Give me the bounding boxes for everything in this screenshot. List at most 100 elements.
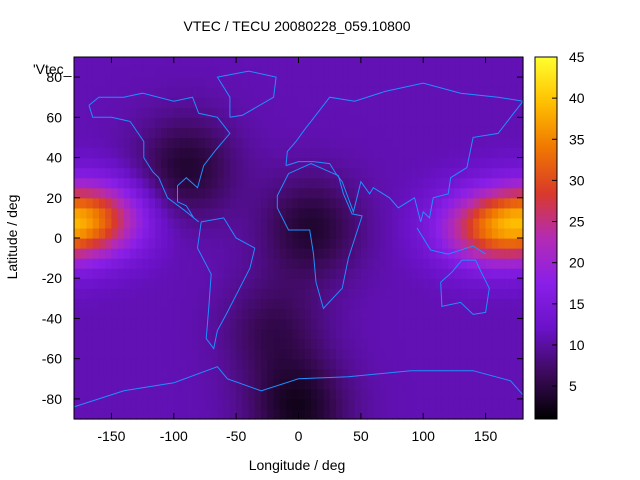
heatmap-cell <box>373 97 381 108</box>
heatmap-cell <box>192 358 200 370</box>
heatmap-cell <box>292 398 300 410</box>
heatmap-cell <box>329 318 337 330</box>
heatmap-cell <box>348 278 356 289</box>
heatmap-cell <box>279 258 287 269</box>
heatmap-cell <box>510 157 518 169</box>
heatmap-cell <box>111 97 119 108</box>
heatmap-cell <box>473 298 480 309</box>
heatmap-cell <box>173 338 181 350</box>
heatmap-cell <box>360 348 368 360</box>
heatmap-cell <box>360 177 368 189</box>
heatmap-cell <box>323 187 331 199</box>
heatmap-cell <box>398 207 406 219</box>
heatmap-cell <box>385 268 393 279</box>
heatmap-cell <box>136 258 144 269</box>
heatmap-cell <box>416 318 424 330</box>
heatmap-cell <box>304 107 312 118</box>
heatmap-cell <box>310 308 318 320</box>
heatmap-cell <box>180 217 187 229</box>
heatmap-cell <box>416 388 424 400</box>
heatmap-cell <box>223 398 231 410</box>
heatmap-cell <box>435 147 443 159</box>
heatmap-cell <box>117 308 125 320</box>
heatmap-cell <box>92 137 100 149</box>
heatmap-cell <box>105 328 113 340</box>
heatmap-cell <box>479 378 487 390</box>
heatmap-cell <box>267 207 275 219</box>
heatmap-cell <box>242 117 250 128</box>
heatmap-cell <box>261 107 268 118</box>
heatmap-cell <box>130 217 137 229</box>
heatmap-cell <box>373 127 381 139</box>
heatmap-cell <box>373 157 381 169</box>
heatmap-cell <box>485 288 493 299</box>
heatmap-cell <box>148 137 156 149</box>
heatmap-cell <box>86 278 94 289</box>
heatmap-cell <box>198 318 206 330</box>
heatmap-cell <box>335 358 343 370</box>
heatmap-cell <box>323 368 331 380</box>
heatmap-cell <box>142 207 150 219</box>
heatmap-cell <box>167 197 175 209</box>
heatmap-cell <box>217 197 225 209</box>
heatmap-cell <box>105 248 113 259</box>
heatmap-cell <box>192 207 200 219</box>
heatmap-cell <box>323 328 331 340</box>
heatmap-cell <box>229 348 237 360</box>
heatmap-cell <box>516 298 524 309</box>
heatmap-cell <box>229 408 237 420</box>
heatmap-cell <box>236 308 243 320</box>
heatmap-cell <box>286 197 293 209</box>
heatmap-cell <box>473 338 480 350</box>
heatmap-cell <box>466 378 474 390</box>
heatmap-cell <box>261 258 268 269</box>
heatmap-cell <box>298 248 306 259</box>
heatmap-cell <box>398 177 406 189</box>
heatmap-cell <box>180 378 187 390</box>
heatmap-cell <box>460 167 468 179</box>
y-tick-label: -60 <box>42 351 62 367</box>
heatmap-cell <box>92 248 100 259</box>
heatmap-cell <box>310 207 318 219</box>
heatmap-cell <box>261 308 268 320</box>
heatmap-cell <box>429 368 437 380</box>
heatmap-cell <box>510 227 518 239</box>
heatmap-cell <box>248 177 256 189</box>
heatmap-cell <box>229 117 237 128</box>
heatmap-cell <box>360 187 368 199</box>
heatmap-cell <box>479 398 487 410</box>
heatmap-cell <box>329 127 337 139</box>
heatmap-cell <box>273 57 281 68</box>
heatmap-cell <box>360 408 368 420</box>
heatmap-cell <box>423 187 431 199</box>
heatmap-cell <box>130 348 137 360</box>
heatmap-cell <box>211 127 219 139</box>
heatmap-cell <box>211 117 219 128</box>
heatmap-cell <box>204 137 212 149</box>
heatmap-cell <box>130 248 137 259</box>
heatmap-cell <box>460 87 468 98</box>
heatmap-cell <box>155 308 162 320</box>
colorbar <box>534 56 558 420</box>
heatmap-cell <box>460 157 468 169</box>
heatmap-cell <box>105 258 113 269</box>
heatmap-cell <box>335 217 343 229</box>
heatmap-cell <box>317 408 325 420</box>
heatmap-cell <box>80 177 88 189</box>
heatmap-cell <box>74 187 81 199</box>
heatmap-cell <box>130 378 137 390</box>
heatmap-cell <box>367 167 374 179</box>
heatmap-cell <box>454 348 462 360</box>
coastline-south-america <box>196 217 256 350</box>
heatmap-cell <box>155 217 162 229</box>
heatmap-cell <box>117 67 125 78</box>
heatmap-cell <box>516 207 524 219</box>
heatmap-cell <box>198 67 206 78</box>
heatmap-cell <box>105 358 113 370</box>
heatmap-cell <box>498 107 505 118</box>
heatmap-cell <box>130 318 137 330</box>
heatmap-cell <box>98 87 106 98</box>
heatmap-cell <box>217 127 225 139</box>
heatmap-cell <box>186 167 194 179</box>
heatmap-cell <box>448 388 456 400</box>
